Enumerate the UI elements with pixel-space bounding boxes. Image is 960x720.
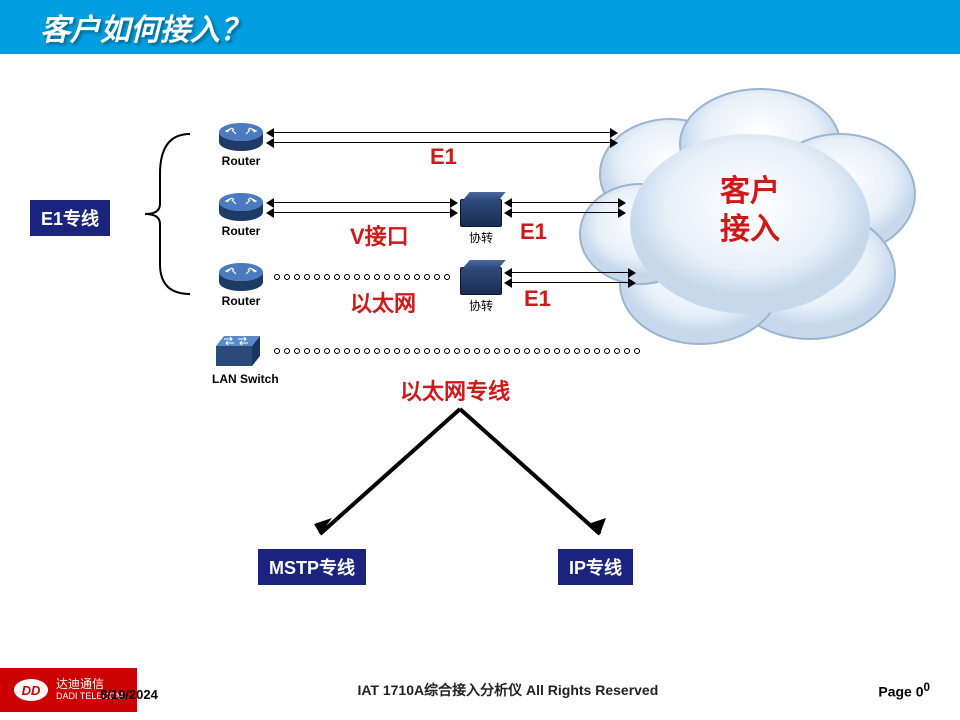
converter-1-caption: 协转	[460, 229, 502, 246]
chain-r3-conv	[272, 272, 452, 282]
logo-icon: DD	[14, 679, 48, 701]
label-e1-top: E1	[430, 144, 457, 170]
page-label: Page 0	[878, 683, 923, 699]
router-icon	[218, 262, 264, 292]
line-r1-bot	[272, 142, 612, 143]
router-icon	[218, 192, 264, 222]
converter-icon	[460, 199, 502, 227]
switch-caption: LAN Switch	[212, 372, 279, 386]
lan-switch: LAN Switch	[212, 332, 279, 386]
converter-2: 协转	[460, 267, 502, 314]
page-title: 客户如何接入？	[40, 5, 250, 49]
footer: DD 达迪通信 DADI TELECOM 8/19/2024 IAT 1710A…	[0, 660, 960, 720]
router-2-caption: Router	[218, 224, 264, 238]
label-v-interface: V接口	[350, 219, 409, 251]
footer-page: Page 00	[878, 681, 960, 700]
router-3-caption: Router	[218, 294, 264, 308]
router-3: Router	[218, 262, 264, 308]
line-conv1-cloud-bot	[510, 212, 620, 213]
line-r2-conv-bot	[272, 212, 452, 213]
line-conv2-cloud-bot	[510, 282, 630, 283]
title-bar: 客户如何接入？	[0, 0, 960, 54]
mstp-label: MSTP专线	[258, 549, 366, 585]
router-1-caption: Router	[218, 154, 264, 168]
label-ethernet: 以太网	[350, 286, 416, 318]
label-e1-bot: E1	[524, 286, 551, 312]
converter-icon	[460, 267, 502, 295]
line-conv2-cloud-top	[510, 272, 630, 273]
diagram-canvas: E1专线 客户 接入	[0, 54, 960, 660]
router-2: Router	[218, 192, 264, 238]
line-r2-conv-top	[272, 202, 452, 203]
converter-1: 协转	[460, 199, 502, 246]
router-icon	[218, 122, 264, 152]
converter-2-caption: 协转	[460, 297, 502, 314]
label-e1-mid: E1	[520, 219, 547, 245]
router-1: Router	[218, 122, 264, 168]
label-eth-dedicated: 以太网专线	[400, 374, 510, 406]
split-arrows	[280, 404, 640, 554]
chain-switch-cloud	[272, 346, 642, 356]
ip-label: IP专线	[558, 549, 633, 585]
bracket-icon	[130, 124, 200, 304]
switch-icon	[212, 332, 264, 370]
e1-dedicated-label: E1专线	[30, 200, 110, 236]
footer-date: 8/19/2024	[100, 687, 158, 702]
page-sup: 0	[924, 681, 930, 694]
cloud-label-1: 客户	[720, 174, 780, 210]
line-r1-top	[272, 132, 612, 133]
line-conv1-cloud-top	[510, 202, 620, 203]
footer-mid: IAT 1710A综合接入分析仪 All Rights Reserved	[137, 680, 878, 700]
cloud-label-2: 接入	[720, 212, 780, 248]
